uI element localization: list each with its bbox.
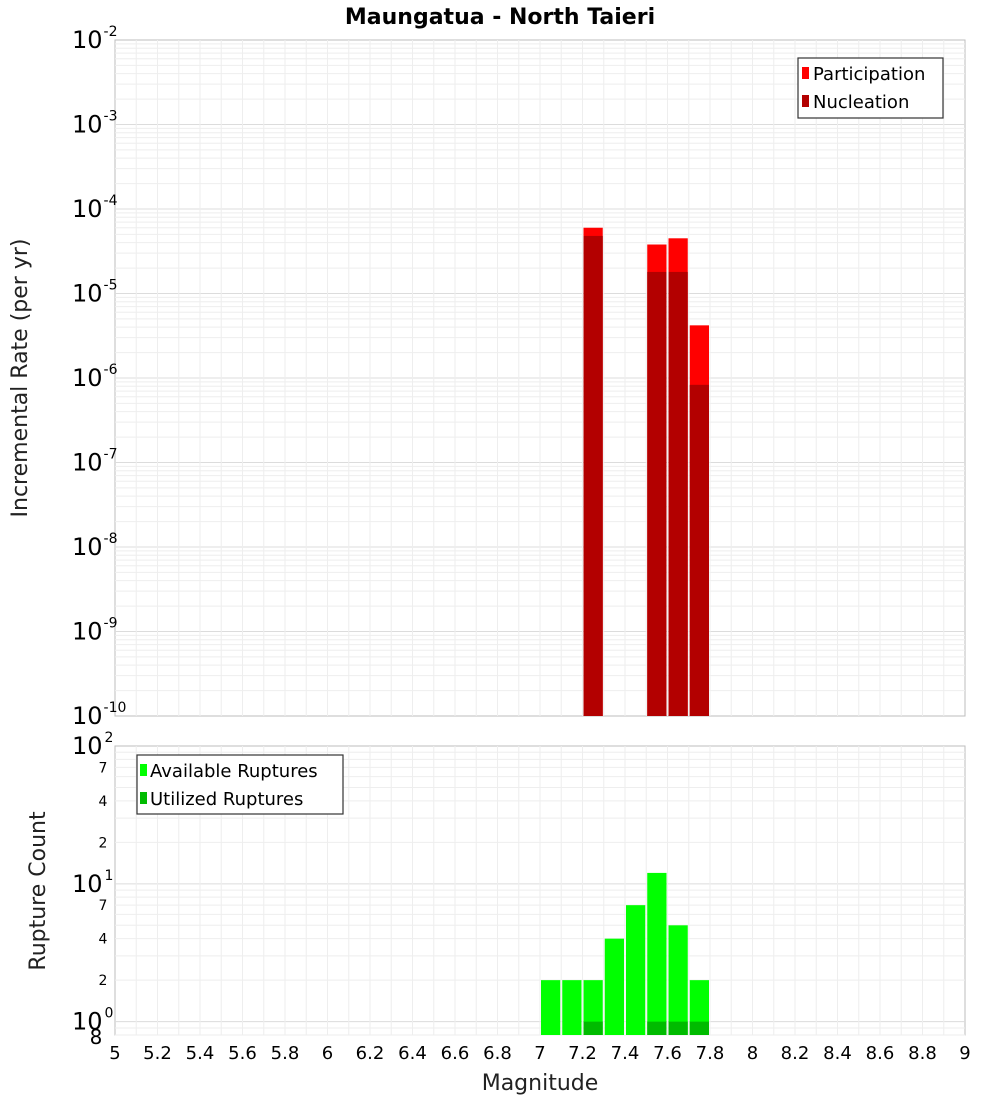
x-tick-label: 6.8 (483, 1043, 512, 1064)
x-tick-label: 7 (534, 1043, 545, 1064)
top-gridlines (115, 40, 965, 716)
top-y-tick-label: 10-5 (72, 278, 118, 308)
bottom-y-tick-exponent: 0 (105, 1006, 114, 1022)
top-y-ticks: 10-10 10-9 10-8 10-7 10-6 10-5 10-4 10-3 10-2 (72, 24, 126, 730)
top-y-tick-exponent: -9 (104, 616, 118, 632)
top-y-tick-label: 10-3 (72, 109, 118, 139)
x-tick-label: 6.6 (441, 1043, 470, 1064)
legend-participation-swatch (802, 67, 809, 79)
x-tick-label: 7.6 (653, 1043, 682, 1064)
bottom-y-minor-tick-label: 8 (90, 1025, 103, 1049)
bottom-y-minor-tick-label: 7 (99, 898, 108, 914)
x-tick-label: 5.6 (228, 1043, 257, 1064)
available-bar (604, 938, 624, 1035)
available-bar (668, 925, 688, 1035)
x-tick-label: 6 (322, 1043, 333, 1064)
legend-nucleation-swatch (802, 95, 809, 107)
top-y-tick-exponent: -7 (104, 447, 118, 463)
bottom-legend: Available Ruptures Utilized Ruptures (136, 754, 344, 815)
bottom-y-tick-label: 10 0 (72, 1006, 113, 1036)
legend-available-label: Available Ruptures (150, 761, 318, 782)
legend-utilized-swatch (140, 792, 147, 804)
legend-utilized-label: Utilized Ruptures (150, 789, 303, 810)
top-y-tick-exponent: -2 (104, 24, 118, 40)
bottom-y-minor-tick-label: 2 (99, 973, 108, 989)
bottom-y-axis-label: Rupture Count (26, 811, 51, 971)
utilized-bar (583, 1021, 603, 1035)
utilized-bar (689, 1021, 709, 1035)
top-legend: Participation Nucleation (797, 57, 944, 119)
x-tick-label: 8.2 (781, 1043, 810, 1064)
top-y-tick-label: 10-6 (72, 362, 118, 392)
available-bar (689, 980, 709, 1035)
legend-participation-label: Participation (813, 64, 925, 85)
top-y-tick-label: 10-8 (72, 531, 118, 561)
x-tick-label: 8.4 (823, 1043, 852, 1064)
x-tick-label: 9 (959, 1043, 970, 1064)
top-bars (583, 227, 709, 717)
top-y-tick-label: 10-4 (72, 193, 118, 223)
nucleation-bar (689, 384, 709, 716)
top-y-tick-label: 10-10 (72, 700, 126, 730)
available-bar (562, 980, 582, 1035)
bottom-gridlines (115, 746, 965, 1036)
nucleation-bar (668, 271, 688, 716)
x-axis-label: Magnitude (482, 1071, 599, 1096)
available-bar (647, 872, 667, 1035)
utilized-bar (668, 1021, 688, 1035)
bottom-y-tick-label: 10 2 (72, 730, 113, 760)
x-tick-label: 7.2 (568, 1043, 597, 1064)
x-tick-label: 6.4 (398, 1043, 427, 1064)
bottom-y-tick-label: 10 1 (72, 868, 113, 898)
x-tick-label: 5.8 (271, 1043, 300, 1064)
x-tick-label: 8 (747, 1043, 758, 1064)
utilized-bar (647, 1021, 667, 1035)
x-tick-label: 5.4 (186, 1043, 215, 1064)
x-tick-label: 8.8 (908, 1043, 937, 1064)
bottom-x-ticks: 5 5.2 5.4 5.6 5.8 6 6.2 6.4 6.6 6.8 7 7.2 7.4 7.6 7.8 8… (109, 1043, 970, 1064)
nucleation-bar (647, 271, 667, 716)
top-y-tick-label: 10-9 (72, 616, 118, 646)
available-bar (626, 905, 646, 1035)
top-y-tick-exponent: -4 (104, 193, 118, 209)
bottom-y-minor-tick-label: 7 (99, 760, 108, 776)
bottom-bars (541, 872, 709, 1035)
top-y-tick-exponent: -5 (104, 278, 118, 294)
nucleation-bar (583, 235, 603, 716)
x-tick-label: 6.2 (356, 1043, 385, 1064)
bottom-y-tick-exponent: 2 (105, 730, 114, 746)
top-y-tick-exponent: -8 (104, 531, 118, 547)
x-tick-label: 8.6 (866, 1043, 895, 1064)
chart-title: Maungatua - North Taieri (345, 5, 655, 30)
bottom-legend-box (136, 754, 344, 815)
top-y-tick-exponent: -6 (104, 362, 118, 378)
top-y-tick-exponent: -10 (104, 700, 127, 716)
available-bar (541, 980, 561, 1035)
bottom-y-minor-tick-label: 4 (99, 932, 108, 948)
top-legend-box (797, 57, 944, 119)
bottom-y-tick-exponent: 1 (105, 868, 114, 884)
top-y-tick-label: 10-7 (72, 447, 118, 477)
bottom-y-minor-tick-label: 4 (99, 794, 108, 810)
x-tick-label: 7.8 (696, 1043, 725, 1064)
x-tick-label: 5 (109, 1043, 120, 1064)
top-y-tick-exponent: -3 (104, 109, 118, 125)
top-y-tick-label: 10-2 (72, 24, 118, 54)
legend-available-swatch (140, 764, 147, 776)
top-y-axis-label: Incremental Rate (per yr) (8, 239, 33, 518)
bottom-y-minor-tick-label: 2 (99, 835, 108, 851)
x-tick-label: 5.2 (143, 1043, 172, 1064)
available-bar (583, 980, 603, 1035)
legend-nucleation-label: Nucleation (813, 92, 909, 113)
x-tick-label: 7.4 (611, 1043, 640, 1064)
